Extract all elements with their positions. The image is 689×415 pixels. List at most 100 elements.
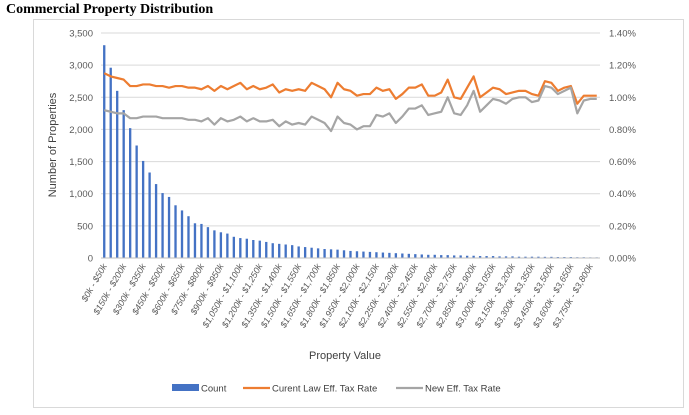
count-bar [453,255,456,258]
count-bar [109,67,112,259]
x-axis-label: Property Value [309,350,381,362]
count-bar [278,243,281,258]
count-bar [323,249,326,258]
count-bar [103,45,106,259]
count-bar [187,216,190,258]
count-bar [200,223,203,258]
count-bar [375,252,378,258]
count-bars [103,45,598,259]
y2-tick-label: 0.40% [609,189,636,200]
count-bar [310,247,313,258]
count-bar [491,256,495,258]
y2-tick-label: 0.00% [609,254,636,265]
count-bar [420,254,423,258]
count-bar [193,223,197,258]
count-bar [245,238,248,258]
y-tick-label: 2,000 [69,125,93,136]
count-bar [141,160,145,258]
count-bar [161,193,164,258]
count-bar [213,230,216,258]
count-bar [252,240,255,258]
count-bar [362,251,365,258]
count-bar [478,256,482,258]
count-bar [355,251,359,258]
count-bar [511,256,514,258]
count-bar [291,245,294,258]
gridlines [101,32,600,227]
count-bar [258,240,261,258]
count-bar [414,254,417,258]
count-bar [388,252,391,258]
count-bar [329,249,333,258]
count-bar [349,250,352,258]
count-bar [550,256,553,258]
count-bar [116,90,119,258]
count-bar [530,256,534,258]
count-bar [459,255,462,258]
count-bar [303,247,307,258]
chart-frame [33,19,684,408]
count-bar [524,256,527,258]
rate-lines [103,72,597,133]
count-bar [239,238,242,258]
count-bar [517,256,521,258]
count-bar [122,110,125,258]
axes: 0 0.00% 500 0.20% 1,000 0.40% 1,500 0.60% 2,000 0… [69,29,636,331]
count-bar [284,244,287,258]
y-tick-label: 2,500 [69,93,93,104]
count-bar [148,172,151,258]
count-bar [401,253,404,258]
count-bar [336,249,339,258]
count-bar [368,251,372,258]
y-tick-label: 500 [77,221,93,232]
count-bar [226,233,229,258]
count-bar [342,250,346,258]
y-tick-label: 0 [88,254,93,265]
count-bar [180,210,184,258]
count-bar [472,255,475,258]
count-bar [440,255,443,258]
y-tick-label: 3,000 [69,61,93,72]
count-bar [394,253,398,258]
count-bar [271,243,274,258]
y2-tick-label: 0.60% [609,157,636,168]
count-bar [485,256,488,258]
count-bar [232,236,236,258]
y-tick-label: 1,500 [69,157,93,168]
count-bar [265,241,268,258]
chart-title: Commercial Property Distribution [6,2,214,17]
count-bar [206,227,210,258]
legend-current-law: Curent Law Eff. Tax Rate [272,384,377,395]
count-bar [498,256,501,258]
legend-new-rate: New Eff. Tax Rate [425,384,501,395]
current-law-rate-line [103,72,597,105]
count-bar [135,145,138,258]
count-bar [433,254,436,258]
legend: Count Curent Law Eff. Tax Rate New Eff. Ta… [172,384,501,395]
legend-swatch-bar [172,384,199,391]
count-bar [543,256,547,258]
count-bar [381,252,385,258]
y2-tick-label: 1.20% [609,61,636,72]
legend-count: Count [201,384,227,395]
count-bar [316,248,320,258]
y-axis-label: Number of Properties [47,92,59,197]
y2-tick-label: 0.20% [609,221,636,232]
count-bar [537,256,540,258]
count-bar [167,196,171,258]
y2-tick-label: 1.00% [609,93,636,104]
count-bar [446,255,449,258]
count-bar [465,255,469,258]
count-bar [129,128,132,258]
y2-tick-label: 1.40% [609,29,636,40]
count-bar [174,205,177,258]
new-rate-line [103,84,597,133]
count-bar [297,246,300,258]
count-bar [219,232,223,258]
count-bar [427,254,430,258]
count-bar [407,253,410,258]
y-tick-label: 1,000 [69,189,93,200]
count-bar [504,256,508,258]
y-tick-label: 3,500 [69,29,93,40]
